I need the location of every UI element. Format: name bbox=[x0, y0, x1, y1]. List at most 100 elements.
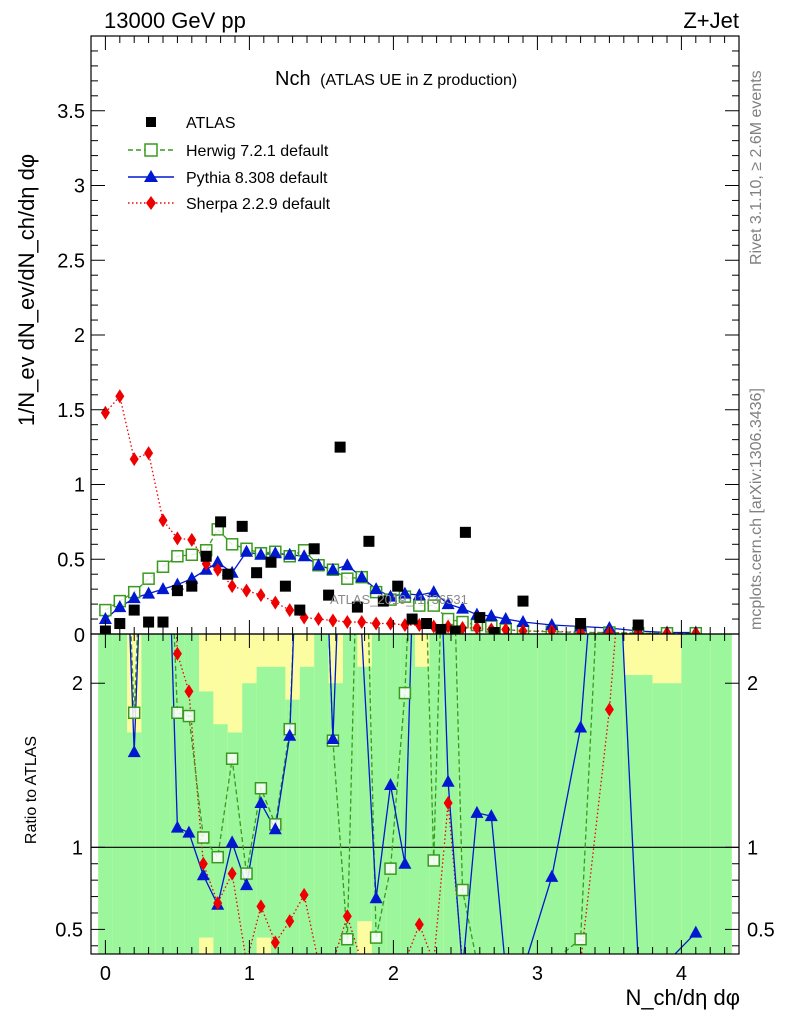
legend-atlas-marker bbox=[146, 117, 156, 127]
process-label: Z+Jet bbox=[683, 8, 739, 33]
ratio-plot-area bbox=[91, 634, 739, 954]
pythia-point bbox=[412, 588, 426, 601]
x-tick-label: 3 bbox=[532, 963, 543, 985]
pythia-point bbox=[499, 612, 513, 625]
herwig-ratio-point bbox=[127, 706, 141, 720]
pythia-point bbox=[142, 586, 156, 599]
herwig-point bbox=[427, 599, 440, 612]
herwig-ratio-point bbox=[171, 706, 184, 720]
herwig-ratio-point bbox=[225, 752, 239, 765]
herwig-ratio-point bbox=[341, 932, 354, 946]
plot-title: Nch (ATLAS UE in Z production) bbox=[275, 68, 517, 90]
band-inner-bin bbox=[199, 691, 214, 954]
pythia-point bbox=[127, 591, 141, 604]
pythia-point bbox=[441, 597, 455, 610]
pythia-point bbox=[211, 555, 225, 568]
x-axis-label: N_ch/dη dφ bbox=[625, 985, 740, 1010]
pythia-ratio-point bbox=[384, 777, 398, 790]
pythia-ratio-point bbox=[254, 796, 268, 809]
atlas-point bbox=[363, 535, 375, 547]
pythia-ratio-point bbox=[283, 728, 297, 741]
pythia-point bbox=[240, 544, 254, 557]
sherpa-point bbox=[129, 452, 139, 467]
pythia-point bbox=[312, 558, 326, 571]
band-inner-bin bbox=[299, 666, 315, 954]
plot-title-sub: (ATLAS UE in Z production) bbox=[320, 72, 517, 89]
pythia-point bbox=[340, 558, 354, 571]
sherpa-ratio-point bbox=[270, 935, 280, 950]
band-inner-bin bbox=[285, 699, 300, 954]
band-inner-bin bbox=[508, 634, 538, 954]
atlas-point bbox=[157, 616, 169, 628]
sherpa-point bbox=[357, 615, 367, 630]
sherpa-point bbox=[115, 389, 125, 404]
band-inner-bin bbox=[141, 634, 156, 954]
y-tick-label-main: 1 bbox=[74, 475, 85, 497]
herwig-ratio-point bbox=[197, 831, 210, 844]
y-axis-label-main: 1/N_ev dN_ev/dN_ch/dη dφ bbox=[14, 154, 39, 426]
band-inner-bin bbox=[127, 732, 142, 954]
atlas-point bbox=[171, 585, 183, 597]
atlas-point bbox=[128, 604, 140, 616]
atlas-point bbox=[114, 618, 126, 630]
sherpa-point bbox=[314, 612, 324, 627]
atlas-point bbox=[517, 595, 529, 607]
herwig-point bbox=[341, 572, 354, 585]
sherpa-point bbox=[472, 621, 482, 634]
pythia-ratio-point bbox=[545, 869, 559, 882]
sherpa-ratio-point bbox=[213, 896, 223, 911]
band-inner-bin bbox=[710, 634, 732, 954]
sherpa-point bbox=[285, 603, 295, 618]
x-tick-label: 4 bbox=[676, 963, 687, 985]
sherpa-ratio-point bbox=[342, 909, 352, 924]
sherpa-point bbox=[100, 405, 110, 420]
band-inner-bin bbox=[566, 634, 595, 954]
pythia-point bbox=[427, 585, 441, 598]
atlas-point bbox=[632, 619, 644, 631]
y-tick-label-main: 2.5 bbox=[57, 250, 85, 272]
pythia-ratio-point bbox=[127, 745, 141, 758]
band-inner-bin bbox=[98, 634, 113, 954]
mcplots-label: mcplots.cern.ch [arXiv:1306.3436] bbox=[748, 388, 765, 630]
pythia-point bbox=[297, 549, 311, 562]
sherpa-point bbox=[342, 615, 352, 630]
pythia-point bbox=[156, 582, 170, 595]
band-inner-bin bbox=[184, 634, 199, 954]
sherpa-point bbox=[328, 613, 338, 628]
sherpa-line bbox=[104, 394, 696, 634]
band-inner-bin bbox=[472, 634, 487, 954]
band-inner-bin bbox=[623, 675, 653, 954]
band-inner-bin bbox=[242, 683, 257, 954]
pythia-ratio-point bbox=[268, 822, 282, 835]
pythia-ratio-point bbox=[369, 891, 383, 904]
atlas-point bbox=[474, 612, 486, 624]
rivet-version-label: Rivet 3.1.10, ≥ 2.6M events bbox=[748, 70, 765, 265]
sherpa-point bbox=[187, 532, 197, 547]
y-axis-label-ratio: Ratio to ATLAS bbox=[23, 736, 40, 844]
herwig-ratio-point bbox=[398, 686, 412, 700]
pythia-point bbox=[398, 586, 412, 599]
pythia-ratio-point bbox=[689, 925, 703, 938]
band-inner-bin bbox=[681, 634, 711, 954]
herwig-ratio-point bbox=[254, 782, 268, 795]
sherpa-ratio-point bbox=[285, 914, 295, 929]
band-inner-bin bbox=[328, 683, 343, 954]
pythia-ratio-point bbox=[240, 878, 254, 891]
y-tick-label-ratio-right: 1 bbox=[747, 837, 758, 859]
atlas-point bbox=[200, 550, 212, 562]
pythia-ratio-point bbox=[170, 820, 184, 833]
band-outer-dip bbox=[357, 921, 372, 954]
band-inner-bin bbox=[652, 683, 682, 954]
herwig-ratio-point bbox=[456, 883, 469, 897]
legend-sherpa-label: Sherpa 2.2.9 default bbox=[186, 196, 331, 213]
y-tick-label-main: 1.5 bbox=[57, 400, 85, 422]
legend-pythia-marker bbox=[144, 170, 158, 182]
y-tick-label-main: 3.5 bbox=[57, 101, 85, 123]
y-tick-label-main: 2 bbox=[74, 325, 85, 347]
atlas-point bbox=[215, 516, 227, 528]
atlas-point bbox=[392, 580, 404, 592]
legend-pythia-label: Pythia 8.308 default bbox=[186, 170, 328, 187]
band-inner-bin bbox=[112, 634, 127, 954]
atlas-point bbox=[459, 526, 471, 538]
